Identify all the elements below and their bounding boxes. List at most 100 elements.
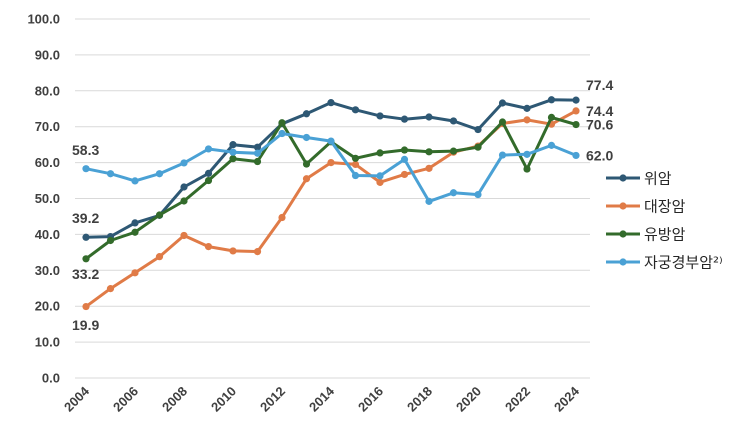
data-point: [572, 120, 580, 129]
data-point: [376, 149, 384, 157]
data-point: [523, 150, 531, 158]
x-tick-label: 2018: [404, 384, 435, 415]
gridlines: [75, 18, 590, 379]
data-point: [474, 125, 482, 134]
data-point: [449, 147, 458, 155]
data-point: [253, 149, 262, 157]
end-value-label: 70.6: [586, 117, 613, 133]
data-point: [229, 247, 237, 255]
legend-marker: [619, 258, 627, 266]
data-point: [351, 171, 360, 180]
data-point: [351, 160, 360, 168]
data-point: [425, 197, 433, 205]
data-point: [180, 183, 188, 191]
data-point: [523, 116, 531, 124]
y-axis-tick-labels: 0.0 10.0 20.0 30.0 40.0 50.0 60.0 70.0 80.0 90.0 1…: [27, 12, 60, 386]
data-point: [302, 110, 311, 118]
x-tick-label: 2014: [306, 383, 338, 415]
data-point: [572, 151, 580, 160]
data-point: [449, 117, 458, 125]
y-tick-label: 10.0: [35, 335, 60, 350]
data-point: [376, 172, 384, 180]
y-tick-label: 50.0: [35, 191, 60, 206]
legend-label: 자궁경부암²⁾: [644, 254, 723, 272]
data-point: [155, 253, 164, 261]
data-point: [327, 99, 335, 107]
data-point: [474, 143, 482, 151]
x-tick-label: 2012: [257, 384, 288, 415]
data-point: [425, 148, 433, 156]
end-value-label: 62.0: [586, 147, 613, 163]
data-point: [180, 231, 188, 240]
data-point: [400, 155, 409, 163]
end-value-label: 77.4: [586, 77, 613, 93]
data-point: [302, 133, 311, 142]
data-point: [131, 177, 139, 185]
data-point: [253, 143, 262, 151]
data-point: [131, 228, 139, 236]
data-point: [425, 164, 433, 172]
y-tick-label: 70.0: [35, 119, 60, 134]
data-point: [204, 176, 213, 185]
data-point: [351, 106, 360, 114]
x-tick-label: 2004: [61, 383, 93, 415]
data-labels: 77.4 39.2 74.4 19.9 70.6 33.2 62.0 58.3: [72, 77, 613, 333]
data-point: [302, 160, 311, 168]
legend-label: 유방암: [644, 226, 686, 244]
x-tick-label: 2024: [551, 383, 583, 415]
data-point: [498, 99, 507, 107]
x-axis-tick-labels: 2004 2006 2008 2010 2012 2014 2016 2018 2020 2022…: [61, 383, 583, 415]
data-point: [547, 141, 556, 149]
y-tick-label: 60.0: [35, 155, 60, 170]
data-point: [327, 137, 335, 145]
x-tick-label: 2020: [453, 384, 484, 415]
data-point: [82, 255, 90, 263]
x-tick-label: 2008: [159, 384, 190, 415]
data-point: [327, 159, 335, 167]
data-point: [449, 189, 458, 197]
y-tick-label: 90.0: [35, 47, 60, 62]
data-point: [376, 178, 384, 186]
y-tick-label: 80.0: [35, 83, 60, 98]
data-point: [253, 248, 262, 256]
data-point: [474, 190, 482, 199]
data-point: [204, 145, 213, 153]
data-point: [572, 107, 580, 115]
legend-label: 위암: [644, 170, 672, 188]
data-point: [498, 118, 507, 126]
legend-label: 대장암: [644, 198, 686, 216]
data-point: [253, 157, 262, 166]
x-tick-label: 2022: [502, 384, 533, 415]
data-point: [278, 213, 286, 222]
data-point: [82, 165, 90, 173]
data-point: [106, 236, 115, 245]
data-point: [302, 175, 311, 183]
data-point: [204, 243, 213, 251]
data-point: [180, 197, 188, 205]
data-point: [523, 104, 531, 112]
data-point: [547, 113, 556, 121]
data-point: [572, 96, 580, 104]
data-point: [547, 96, 556, 104]
start-value-label: 39.2: [72, 210, 99, 226]
legend-marker: [619, 230, 627, 238]
data-point: [400, 146, 409, 154]
data-point: [131, 269, 139, 277]
y-tick-label: 20.0: [35, 299, 60, 314]
data-point: [155, 211, 164, 219]
legend-marker: [619, 202, 627, 210]
data-point: [204, 169, 213, 177]
data-point: [229, 148, 237, 156]
data-point: [523, 165, 531, 173]
data-point: [82, 302, 90, 311]
y-tick-label: 0.0: [42, 371, 60, 386]
y-tick-label: 40.0: [35, 227, 60, 242]
data-point: [82, 233, 90, 241]
data-point: [106, 285, 115, 293]
y-tick-label: 30.0: [35, 263, 60, 278]
start-value-label: 19.9: [72, 317, 99, 333]
x-tick-label: 2010: [208, 384, 239, 415]
data-point: [106, 170, 115, 178]
